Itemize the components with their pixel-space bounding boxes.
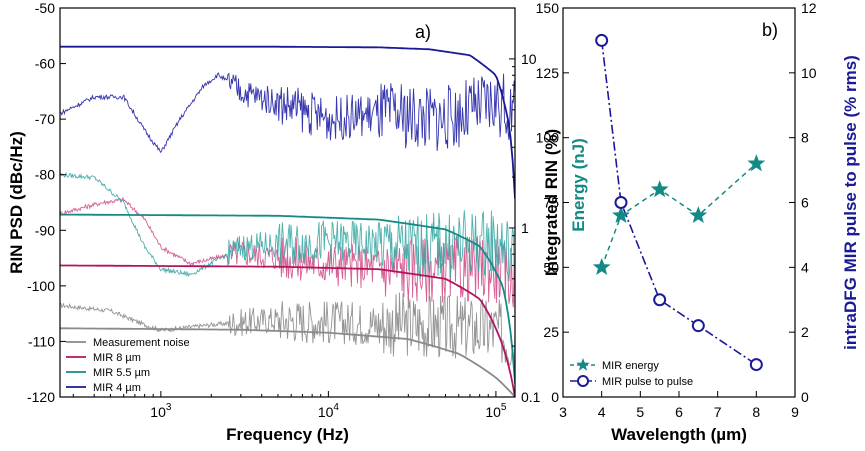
y-tick-label: -60 xyxy=(35,56,55,72)
b-y2-tick-label: 8 xyxy=(801,130,809,146)
y-tick-label: -90 xyxy=(35,222,55,238)
y2-axis-title: Integrated RIN (%) xyxy=(542,129,561,276)
energy-point xyxy=(747,154,766,172)
psd-line-3 xyxy=(60,171,515,282)
b-x-tick-label: 5 xyxy=(636,404,644,420)
b-y2-tick-label: 2 xyxy=(801,324,809,340)
legend-marker-energy xyxy=(576,358,590,371)
x-tick-label: 103 xyxy=(150,402,172,420)
b-y2-axis-title: intraDFG MIR pulse to pulse (% rms) xyxy=(841,55,860,350)
legend-label: MIR 5.5 µm xyxy=(93,367,150,379)
b-x-tick-label: 8 xyxy=(752,404,760,420)
x-tick-label: 105 xyxy=(485,402,507,420)
x-axis-title: Frequency (Hz) xyxy=(226,425,349,444)
legend-label-pulse: MIR pulse to pulse xyxy=(602,376,693,388)
b-y-tick-label: 150 xyxy=(536,0,560,16)
y2-tick-label: 10 xyxy=(521,51,537,67)
panel-label-b: b) xyxy=(762,20,778,40)
integrated-rin-line-4 xyxy=(60,45,515,199)
y-tick-label: -100 xyxy=(27,278,55,294)
y-tick-label: -80 xyxy=(35,167,55,183)
x-tick-label-base: 10 xyxy=(318,404,334,420)
legend-marker-pulse xyxy=(577,375,589,387)
legend-label-energy: MIR energy xyxy=(602,360,659,372)
y-tick-label: -110 xyxy=(28,333,55,349)
b-x-tick-label: 4 xyxy=(598,404,606,420)
x-tick-label: 104 xyxy=(318,402,340,420)
pulse-point xyxy=(653,293,667,307)
x-tick-label-exp: 3 xyxy=(166,402,172,413)
pulse-point xyxy=(595,33,609,47)
b-y2-tick-label: 4 xyxy=(801,259,809,275)
panel-b-frame xyxy=(562,7,796,398)
pulse-point xyxy=(691,319,705,333)
x-tick-label-exp: 4 xyxy=(333,402,339,413)
legend-b: MIR energy MIR pulse to pulse xyxy=(570,358,693,388)
integrated-rin-line-1 xyxy=(60,327,515,397)
y2-tick-label: 1 xyxy=(521,220,529,236)
energy-point xyxy=(689,206,708,224)
b-y2-tick-label: 12 xyxy=(801,0,817,16)
b-y2-tick-label: 10 xyxy=(801,65,817,81)
legend-label: MIR 8 µm xyxy=(93,352,141,364)
integrated-rin-line-2 xyxy=(60,264,515,397)
pulse-point xyxy=(749,358,763,372)
panel-b-energy-chart: 0 25 50 75 100 125 150 0 2 4 6 8 10 12 3 4 5 6 7 8 9 Waveleng… xyxy=(536,0,860,444)
b-y-tick-label: 50 xyxy=(543,259,559,275)
b-x-tick-label: 3 xyxy=(559,404,567,420)
panel-label-a: a) xyxy=(415,22,431,42)
x-tick-label-base: 10 xyxy=(485,404,501,420)
b-x-axis-title: Wavelength (µm) xyxy=(611,425,747,444)
b-y-tick-label: 75 xyxy=(543,195,559,211)
b-x-tick-label: 9 xyxy=(791,404,799,420)
energy-point xyxy=(592,257,611,275)
y-tick-label: -50 xyxy=(35,0,55,16)
x-tick-label-exp: 5 xyxy=(501,402,507,413)
x-tick-label-base: 10 xyxy=(150,404,166,420)
integrated-rin-line-3 xyxy=(60,213,515,384)
y-tick-label: -70 xyxy=(35,111,55,127)
b-x-tick-label: 6 xyxy=(675,404,683,420)
b-x-tick-label: 7 xyxy=(714,404,722,420)
panel-a-plot-area xyxy=(60,45,515,397)
b-y-tick-label: 100 xyxy=(536,130,560,146)
b-y-tick-label: 0 xyxy=(551,389,559,405)
y-tick-label: -120 xyxy=(27,389,55,405)
energy-point xyxy=(650,180,669,198)
pulse-point xyxy=(614,196,628,209)
legend-label: Measurement noise xyxy=(93,337,190,349)
panel-a-frame xyxy=(59,7,516,398)
b-y2-tick-label: 0 xyxy=(801,389,809,405)
y-axis-title: RIN PSD (dBc/Hz) xyxy=(7,131,26,274)
legend-label: MIR 4 µm xyxy=(93,382,141,394)
b-y-tick-label: 125 xyxy=(536,65,560,81)
legend-a: Measurement noise MIR 8 µm MIR 5.5 µm MIR 4… xyxy=(66,337,190,394)
psd-line-4 xyxy=(60,72,515,154)
y2-tick-label: 0.1 xyxy=(521,389,541,405)
energy-point xyxy=(612,206,630,224)
b-y2-tick-label: 6 xyxy=(801,195,809,211)
psd-line-1 xyxy=(60,292,515,371)
b-y-tick-label: 25 xyxy=(543,324,559,340)
b-y-axis-title: Energy (nJ) xyxy=(569,138,588,232)
